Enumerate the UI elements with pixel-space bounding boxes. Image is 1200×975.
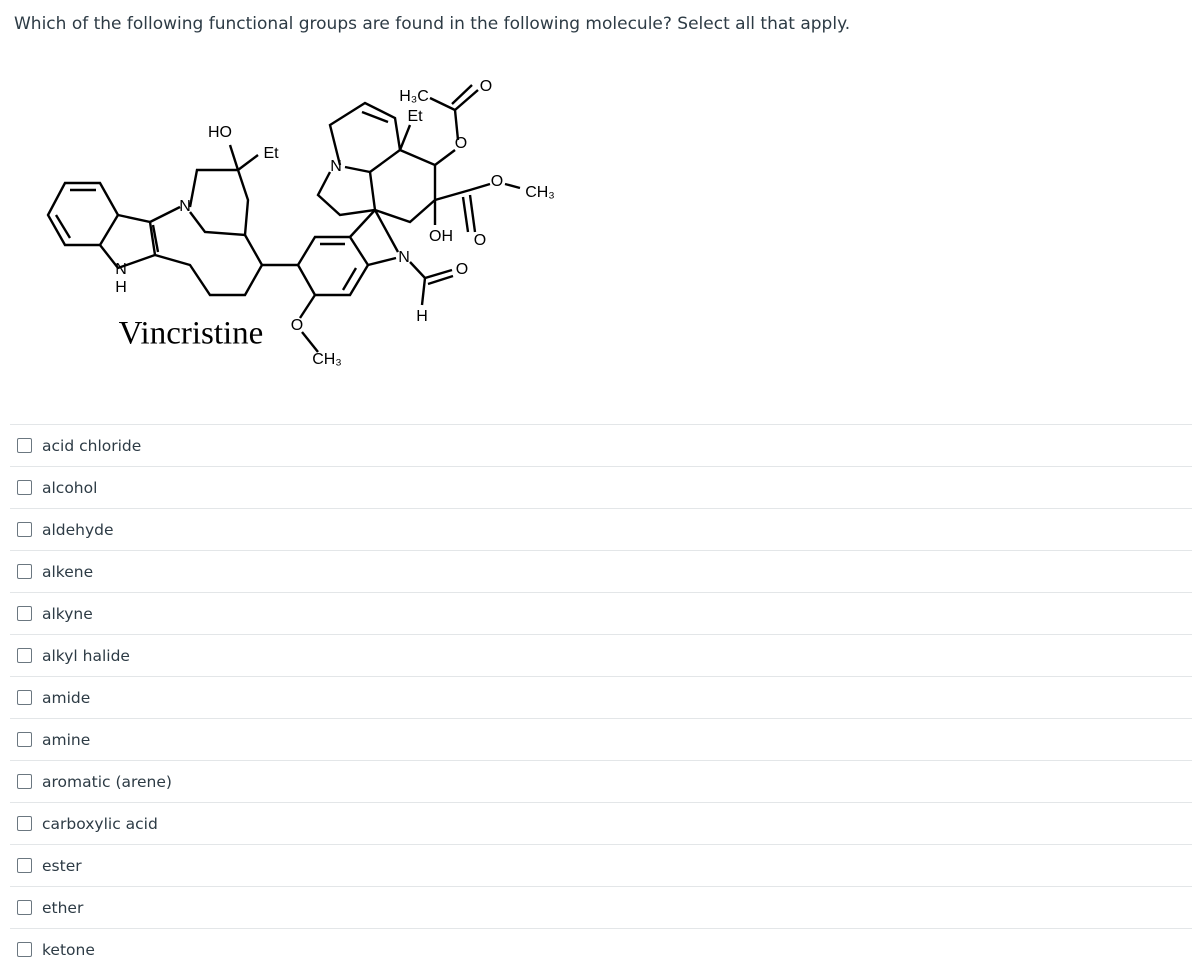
checkbox[interactable] xyxy=(17,774,32,789)
atom-label: N xyxy=(115,261,127,278)
options: acid chloride alcohol aldehyde alkene alkyne… xyxy=(10,424,1192,970)
option[interactable]: aromatic (arene) xyxy=(10,760,1192,802)
checkbox[interactable] xyxy=(17,480,32,495)
atom-label: N xyxy=(179,198,191,215)
option-label[interactable]: amide xyxy=(42,688,91,707)
atom-label: O xyxy=(456,261,468,278)
option[interactable]: alkyl halide xyxy=(10,634,1192,676)
atom-label: H xyxy=(416,308,428,325)
question: Which of the following functional groups… xyxy=(14,14,851,34)
atom-label: OH xyxy=(429,228,453,245)
atom-label: O xyxy=(474,232,486,249)
option-label[interactable]: alcohol xyxy=(42,478,98,497)
option[interactable]: alkyne xyxy=(10,592,1192,634)
atom-label: CH₃ xyxy=(312,351,342,368)
option-label[interactable]: aromatic (arene) xyxy=(42,772,172,791)
checkbox[interactable] xyxy=(17,648,32,663)
checkbox[interactable] xyxy=(17,606,32,621)
option-label[interactable]: aldehyde xyxy=(42,520,114,539)
option[interactable]: amine xyxy=(10,718,1192,760)
option[interactable]: alkene xyxy=(10,550,1192,592)
option-label[interactable]: acid chloride xyxy=(42,436,142,455)
atom-label: H₃C xyxy=(399,88,429,105)
atom-label: CH₃ xyxy=(525,184,555,201)
option[interactable]: amide xyxy=(10,676,1192,718)
checkbox[interactable] xyxy=(17,522,32,537)
option-label[interactable]: amine xyxy=(42,730,91,749)
checkbox[interactable] xyxy=(17,564,32,579)
option-label[interactable]: ketone xyxy=(42,940,95,959)
option[interactable]: alcohol xyxy=(10,466,1192,508)
atom-label: HO xyxy=(208,124,232,141)
atom-label: O xyxy=(480,78,492,95)
checkbox[interactable] xyxy=(17,732,32,747)
atom-label: N xyxy=(330,158,342,175)
checkbox[interactable] xyxy=(17,690,32,705)
checkbox[interactable] xyxy=(17,942,32,957)
checkbox[interactable] xyxy=(17,438,32,453)
option-label[interactable]: ether xyxy=(42,898,84,917)
atom-label: H xyxy=(115,279,127,296)
bonds xyxy=(46,84,521,353)
atom-label: O xyxy=(491,173,503,190)
checkbox[interactable] xyxy=(17,816,32,831)
atom-label: O xyxy=(291,317,303,334)
option[interactable]: aldehyde xyxy=(10,508,1192,550)
atom-label: Et xyxy=(263,145,279,162)
option[interactable]: carboxylic acid xyxy=(10,802,1192,844)
atom-label: O xyxy=(455,135,467,152)
option-label[interactable]: carboxylic acid xyxy=(42,814,158,833)
option[interactable]: ester xyxy=(10,844,1192,886)
atom-label: N xyxy=(398,249,410,266)
option[interactable]: ether xyxy=(10,886,1192,928)
atom-label: Et xyxy=(407,108,423,125)
option-label[interactable]: alkyl halide xyxy=(42,646,130,665)
option-label[interactable]: alkyne xyxy=(42,604,93,623)
molecule: HO Et N N H N H₃C Et O O O CH₃ OH O N O … xyxy=(46,78,555,368)
option[interactable]: ketone xyxy=(10,928,1192,970)
molecule-name: Vincristine xyxy=(119,316,264,352)
checkbox[interactable] xyxy=(17,858,32,873)
checkbox[interactable] xyxy=(17,900,32,915)
option-label[interactable]: alkene xyxy=(42,562,94,581)
option[interactable]: acid chloride xyxy=(10,424,1192,466)
option-label[interactable]: ester xyxy=(42,856,82,875)
